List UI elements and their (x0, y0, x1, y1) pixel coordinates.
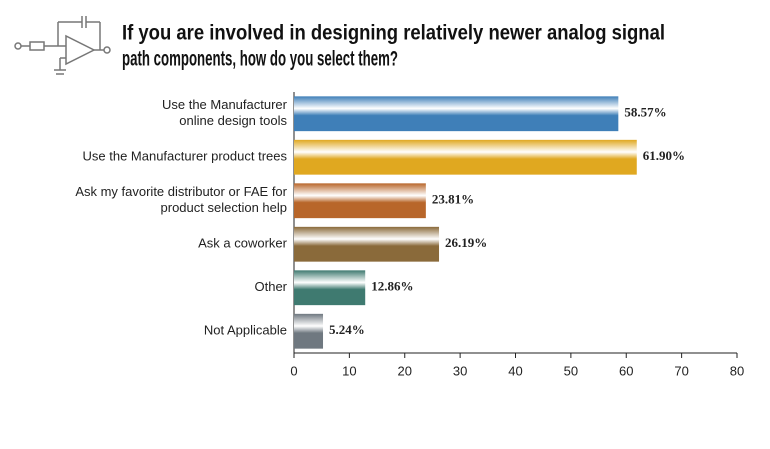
category-label: Ask a coworker (198, 236, 288, 251)
x-tick-label: 20 (398, 363, 412, 378)
category-line: Use the Manufacturer (162, 97, 288, 112)
chart-title: path components, how do you select them? (122, 48, 398, 71)
category-label: Ask my favorite distributor or FAE for pr… (75, 184, 287, 215)
bar (294, 96, 619, 132)
chart-title: If you are involved in designing relativ… (122, 22, 665, 45)
x-tick-label: 40 (508, 363, 522, 378)
x-tick-label: 60 (619, 363, 633, 378)
bar (294, 313, 324, 349)
category-label: Not Applicable (204, 323, 287, 338)
category-line: product selection help (161, 200, 287, 215)
x-tick-label: 0 (290, 363, 297, 378)
category-line: online design tools (179, 113, 287, 128)
bar (294, 226, 440, 262)
category-label: Use the Manufacturer product trees (83, 149, 288, 164)
bar (294, 270, 366, 306)
value-label: 12.86% (371, 279, 413, 294)
x-tick-label: 10 (342, 363, 356, 378)
category-line: Ask my favorite distributor or FAE for (75, 184, 287, 199)
value-label: 5.24% (329, 322, 365, 337)
bar (294, 183, 426, 219)
category-line: Ask a coworker (198, 236, 288, 251)
circuit-icon (14, 16, 111, 75)
value-label: 23.81% (432, 192, 474, 207)
category-label: Other (254, 279, 287, 294)
category-line: Other (254, 279, 287, 294)
category-line: Not Applicable (204, 323, 287, 338)
x-tick-label: 80 (730, 363, 744, 378)
bar (294, 139, 637, 175)
category-label: Use the Manufacturer online design tools (162, 97, 288, 128)
x-tick-label: 70 (674, 363, 688, 378)
category-line: Use the Manufacturer product trees (83, 149, 288, 164)
value-label: 61.90% (643, 148, 685, 163)
x-tick-label: 30 (453, 363, 467, 378)
value-label: 26.19% (445, 235, 487, 250)
x-tick-label: 50 (564, 363, 578, 378)
value-label: 58.57% (624, 105, 666, 120)
